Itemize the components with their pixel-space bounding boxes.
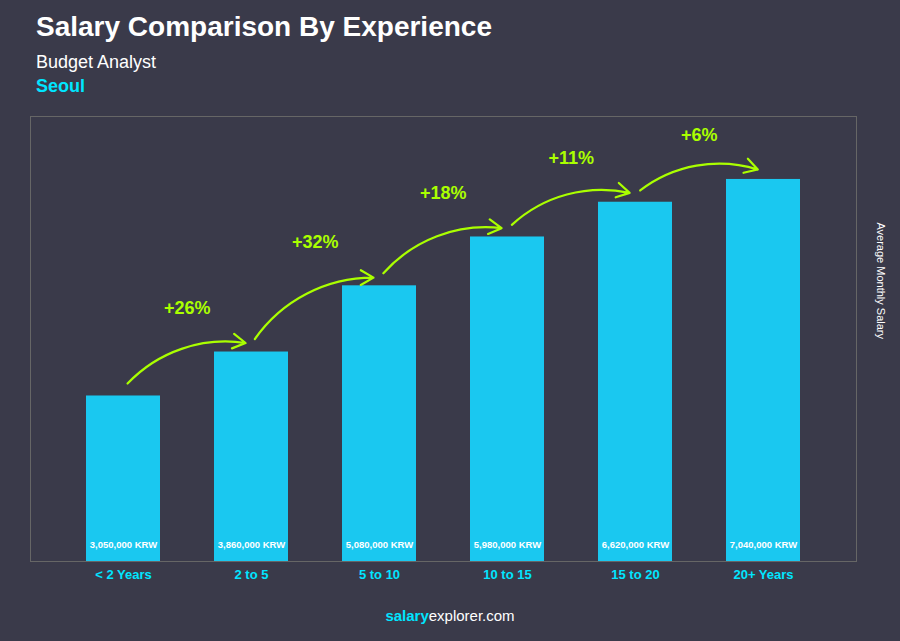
html-text:Salary Comparison By Experienc: Salary Comparison By Experience — [36, 11, 492, 42]
svg-text:5,080,000 KRW: 5,080,000 KRW — [346, 539, 413, 550]
html-text:Budget Analyst: Budget Analyst — [36, 52, 157, 72]
svg-text:Average Monthly Salary: Average Monthly Salary — [875, 222, 887, 339]
svg-text:+6%: +6% — [681, 125, 718, 145]
svg-text:6,620,000 KRW: 6,620,000 KRW — [602, 539, 669, 550]
svg-text:20+ Years: 20+ Years — [733, 567, 793, 582]
html-text:Seoul: Seoul — [36, 76, 85, 96]
svg-text:3,860,000 KRW: 3,860,000 KRW — [218, 539, 285, 550]
svg-text:+32%: +32% — [292, 232, 339, 252]
svg-text:+18%: +18% — [420, 183, 467, 203]
svg-text:+11%: +11% — [548, 148, 594, 168]
svg-text:10 to 15: 10 to 15 — [483, 567, 531, 582]
svg-text:5,980,000 KRW: 5,980,000 KRW — [474, 539, 541, 550]
svg-text:5 to 10: 5 to 10 — [359, 567, 400, 582]
svg-text:15 to 20: 15 to 20 — [611, 567, 659, 582]
svg-text:< 2 Years: < 2 Years — [95, 567, 152, 582]
svg-text:3,050,000 KRW: 3,050,000 KRW — [90, 539, 157, 550]
svg-text:7,040,000 KRW: 7,040,000 KRW — [730, 539, 797, 550]
svg-text:+26%: +26% — [164, 298, 211, 318]
svg-text:2 to 5: 2 to 5 — [235, 567, 269, 582]
html-text:salary explorer.com: salary explorer.com — [385, 607, 515, 624]
